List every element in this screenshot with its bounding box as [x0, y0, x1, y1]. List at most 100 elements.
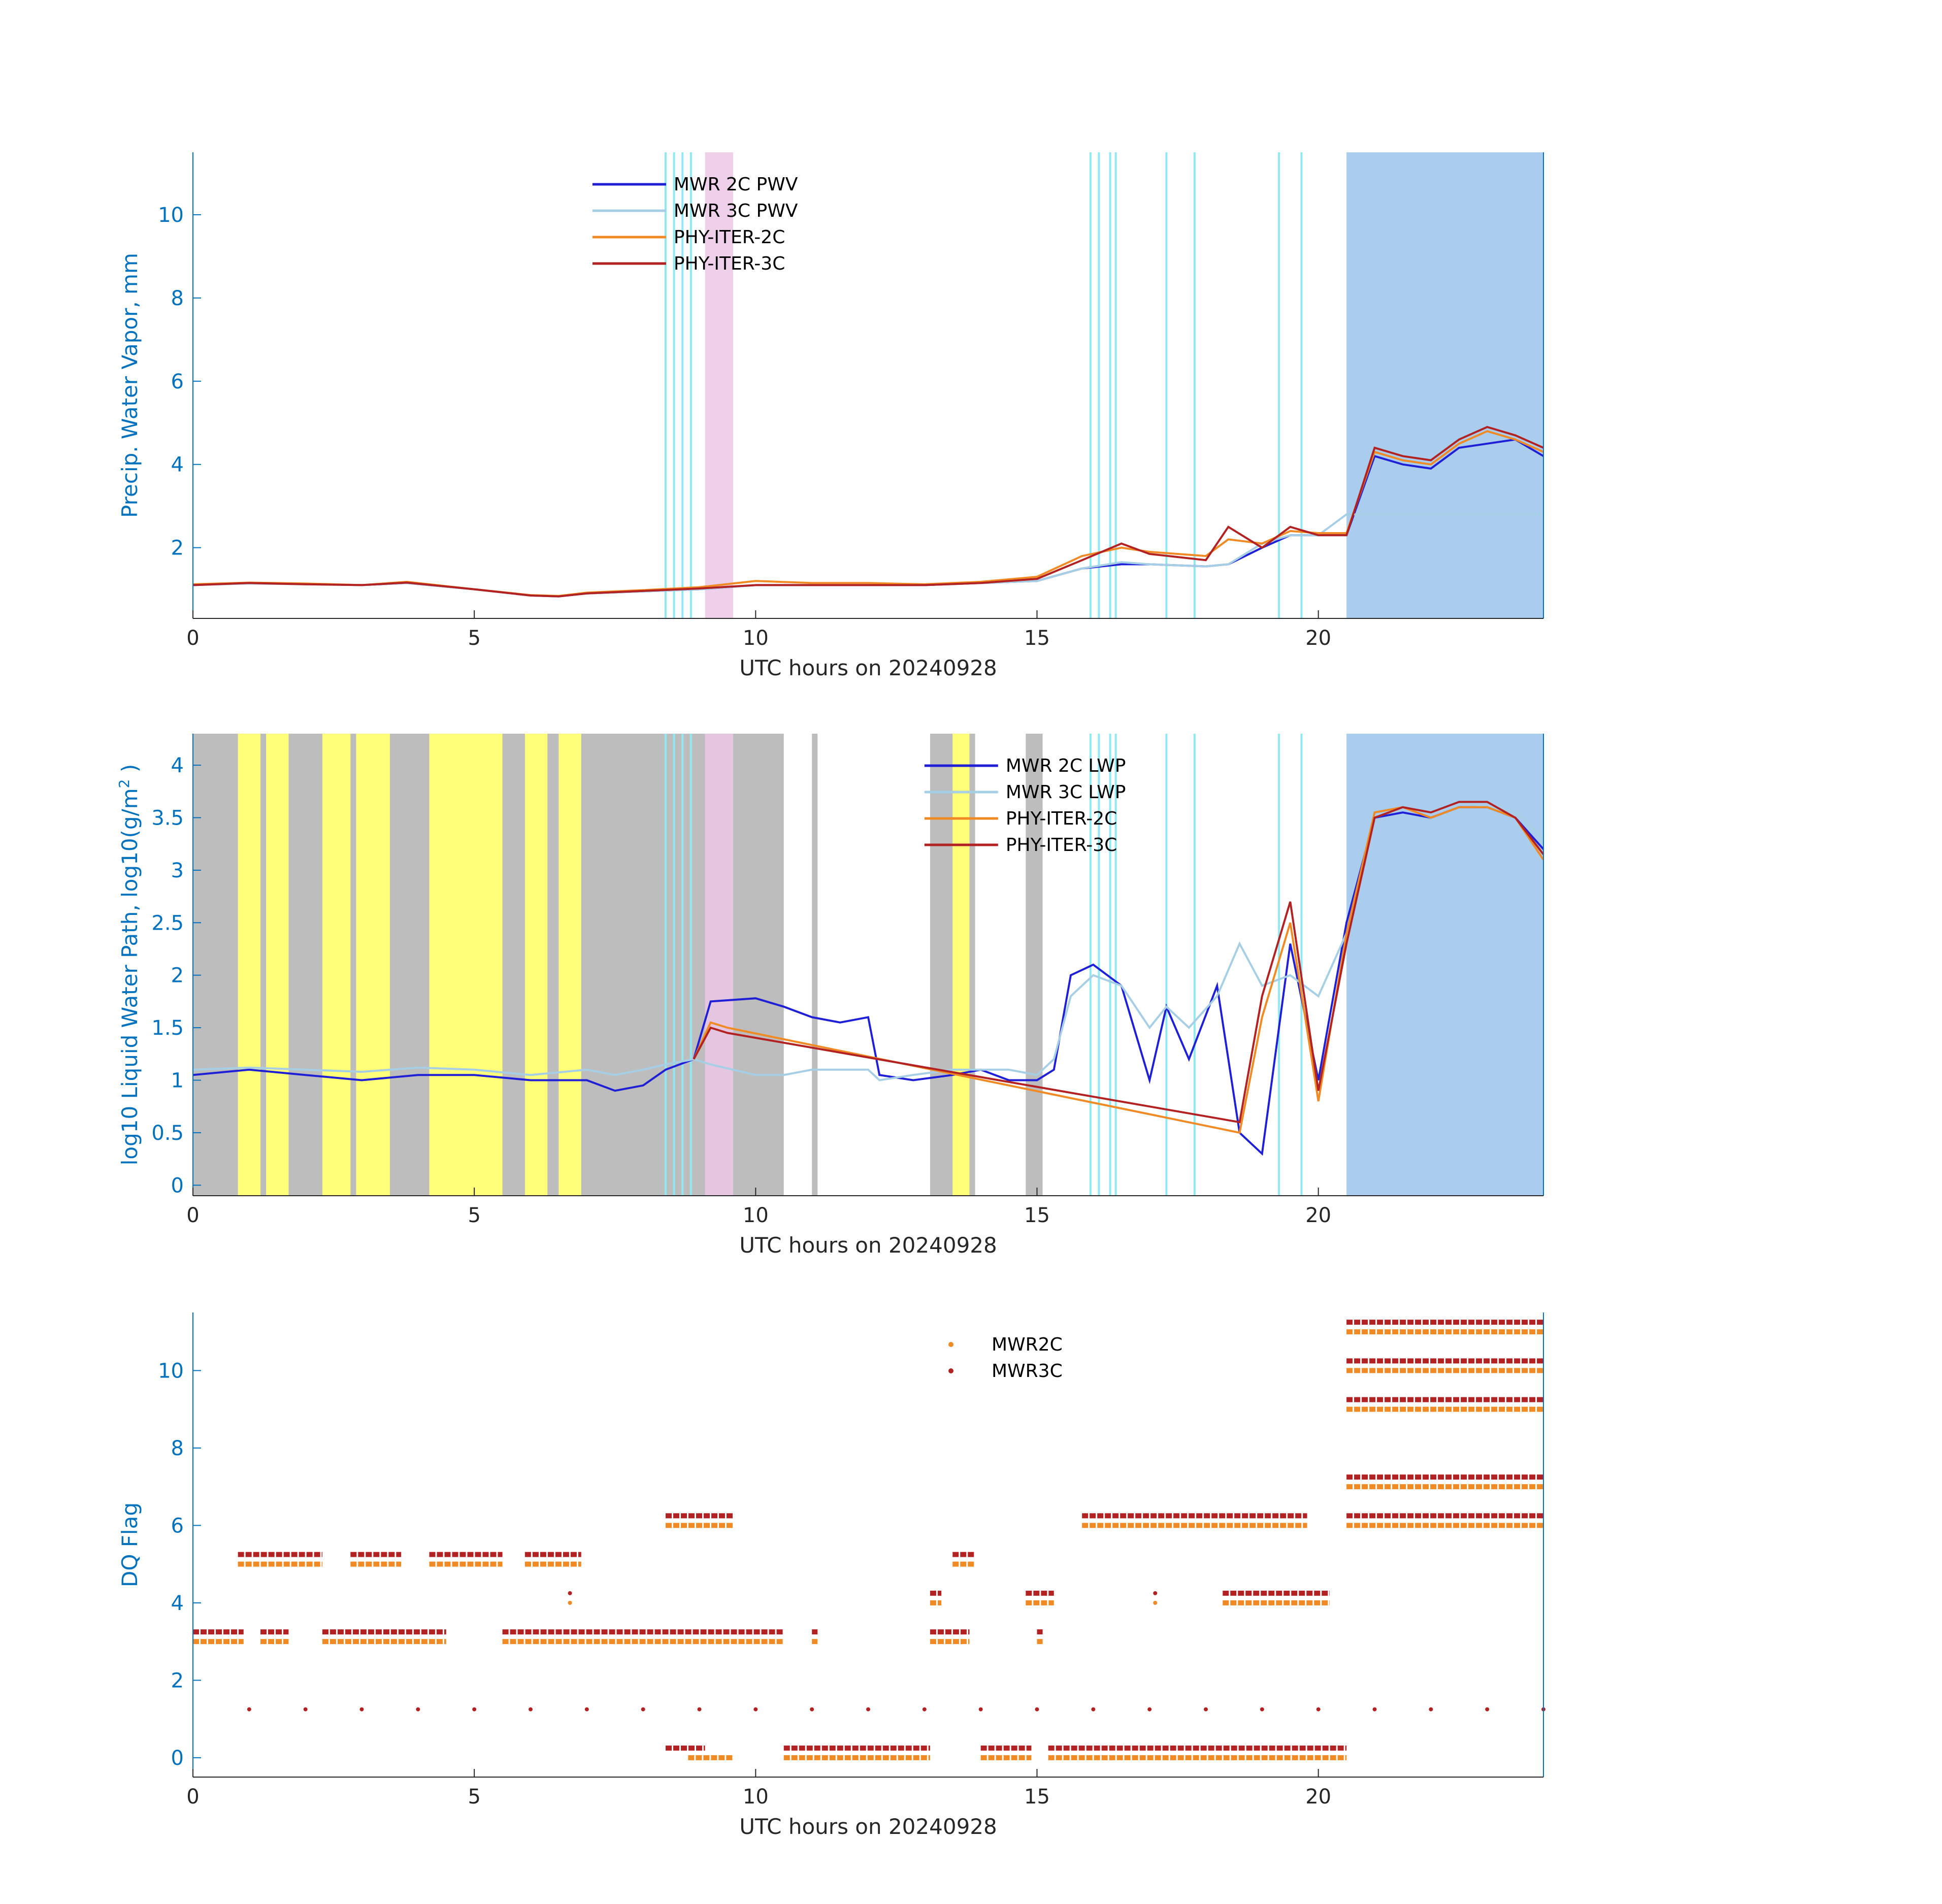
x-tick-label: 10 — [743, 1785, 769, 1809]
yellow-band-5 — [524, 734, 548, 1196]
legend-label: PHY-ITER-3C — [1006, 835, 1117, 856]
y-tick-label: 3 — [171, 859, 184, 882]
flag-point-0-2-3 — [1153, 1600, 1158, 1605]
flag-point-1-5-10 — [810, 1707, 814, 1712]
flag-shade-0 — [1346, 152, 1543, 618]
y-tick-label: 6 — [171, 370, 184, 393]
x-axis-label: UTC hours on 20240928 — [739, 655, 997, 680]
legend-label: MWR 3C LWP — [1006, 782, 1126, 803]
flag-point-0-2-0 — [568, 1600, 572, 1605]
legend-label: PHY-ITER-2C — [674, 227, 785, 248]
legend-marker — [948, 1368, 953, 1373]
flag-point-1-5-13 — [978, 1707, 983, 1712]
legend-label: PHY-ITER-3C — [674, 253, 785, 274]
x-tick-label: 10 — [743, 1204, 769, 1227]
y-tick-label: 8 — [171, 1437, 184, 1460]
y-tick-label: 1.5 — [151, 1016, 184, 1040]
flag-point-1-2-0 — [568, 1591, 572, 1595]
y-axis-label-end: ) — [117, 764, 142, 779]
flag-point-1-5-1 — [303, 1707, 308, 1712]
x-tick-label: 20 — [1305, 1204, 1331, 1227]
y-tick-label: 0.5 — [151, 1122, 184, 1145]
yellow-band-7 — [952, 734, 970, 1196]
y-tick-label: 0 — [171, 1747, 184, 1770]
x-tick-label: 0 — [186, 627, 199, 650]
flag-point-1-5-21 — [1429, 1707, 1433, 1712]
y-tick-label: 4 — [171, 1592, 184, 1615]
x-tick-label: 20 — [1305, 1785, 1331, 1809]
flag-point-1-5-18 — [1260, 1707, 1264, 1712]
flag-point-1-5-0 — [247, 1707, 251, 1712]
series-3 — [192, 425, 1544, 598]
y-axis-label: Precip. Water Vapor, mm — [117, 253, 142, 518]
flag-point-1-5-7 — [641, 1707, 645, 1712]
x-tick-label: 0 — [186, 1785, 199, 1809]
legend-label: MWR 2C LWP — [1006, 756, 1126, 776]
y-tick-label: 2 — [171, 537, 184, 560]
y-axis-label: log10 Liquid Water Path, log10(g/m2 ) — [116, 764, 143, 1165]
gray-band-1 — [812, 734, 818, 1196]
y-tick-label: 10 — [158, 204, 184, 227]
gray-band-3 — [1026, 734, 1043, 1196]
y-tick-label: 10 — [158, 1359, 184, 1383]
flag-point-1-5-11 — [866, 1707, 870, 1712]
flag-point-1-5-2 — [359, 1707, 364, 1712]
y-tick-label: 3.5 — [151, 806, 184, 830]
x-tick-label: 15 — [1024, 627, 1050, 650]
x-tick-label: 15 — [1024, 1785, 1050, 1809]
flag-point-1-5-17 — [1204, 1707, 1208, 1712]
pink-band — [705, 152, 733, 618]
flag-point-1-5-12 — [922, 1707, 927, 1712]
x-tick-label: 10 — [743, 627, 769, 650]
y-axis-label: DQ Flag — [117, 1502, 142, 1587]
series-2 — [192, 430, 1544, 597]
x-tick-label: 5 — [468, 1204, 480, 1227]
x-tick-label: 5 — [468, 627, 480, 650]
flag-point-1-5-9 — [753, 1707, 758, 1712]
x-axis-label: UTC hours on 20240928 — [739, 1233, 997, 1258]
yellow-band-2 — [322, 734, 351, 1196]
flag-point-1-5-15 — [1091, 1707, 1096, 1712]
yellow-band-3 — [356, 734, 390, 1196]
flag-point-1-2-3 — [1153, 1591, 1158, 1595]
flag-point-1-5-16 — [1147, 1707, 1152, 1712]
legend-label: MWR 2C PWV — [674, 174, 798, 195]
legend-label: MWR 3C PWV — [674, 201, 798, 221]
legend-label: MWR3C — [992, 1361, 1063, 1382]
legend-marker — [948, 1342, 953, 1347]
flag-point-1-5-22 — [1485, 1707, 1490, 1712]
flag-point-1-5-19 — [1316, 1707, 1321, 1712]
flag-point-1-5-8 — [697, 1707, 702, 1712]
x-tick-label: 5 — [468, 1785, 480, 1809]
x-tick-label: 20 — [1305, 627, 1331, 650]
y-tick-label: 4 — [171, 754, 184, 777]
legend-label: PHY-ITER-2C — [1006, 808, 1117, 829]
y-tick-label: 4 — [171, 453, 184, 477]
dq-flag-panel: 0 5 10 15 20 0 2 4 6 8 10 UTC hours on 20240928 DQ F… — [117, 1312, 1545, 1839]
yellow-band-4 — [429, 734, 503, 1196]
y-tick-label: 8 — [171, 287, 184, 310]
x-tick-label: 15 — [1024, 1204, 1050, 1227]
yellow-band-6 — [558, 734, 581, 1196]
pwv-panel: 0 5 10 15 20 2 4 6 8 10 UTC hours on 20240928 Preci… — [117, 152, 1544, 680]
y-tick-label: 2 — [171, 964, 184, 988]
y-tick-label: 0 — [171, 1174, 184, 1197]
pink-band — [705, 734, 733, 1196]
y-tick-label: 2 — [171, 1669, 184, 1692]
flag-point-1-5-3 — [416, 1707, 420, 1712]
y-tick-label: 6 — [171, 1514, 184, 1537]
lwp-panel: 0 5 10 15 20 0 0.5 1 1.5 2 2.5 3 3.5 4 UTC hours on 20… — [116, 734, 1544, 1258]
flag-shade-0 — [1346, 734, 1543, 1196]
y-axis-label-sup: 2 — [116, 779, 133, 789]
series-3 — [693, 801, 1544, 1124]
yellow-band-1 — [266, 734, 289, 1196]
flag-point-1-5-5 — [529, 1707, 533, 1712]
flag-point-1-5-14 — [1035, 1707, 1039, 1712]
series-1 — [192, 801, 1544, 1081]
flag-point-1-5-20 — [1372, 1707, 1377, 1712]
flag-point-1-5-6 — [584, 1707, 589, 1712]
x-axis-label: UTC hours on 20240928 — [739, 1814, 997, 1839]
legend-label: MWR2C — [992, 1334, 1063, 1355]
flag-point-1-5-4 — [472, 1707, 477, 1712]
